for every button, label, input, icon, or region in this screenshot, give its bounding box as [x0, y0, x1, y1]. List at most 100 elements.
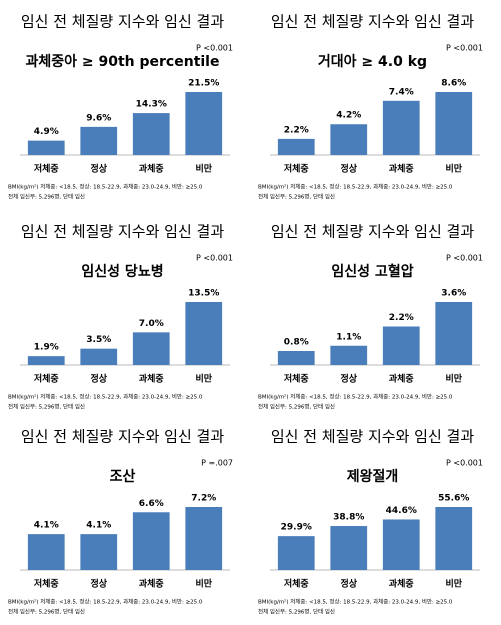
chart-subtitle: 조산	[110, 468, 136, 485]
bar	[80, 126, 118, 155]
category-label: 정상	[90, 578, 107, 590]
bar	[382, 326, 420, 365]
bar	[27, 534, 65, 570]
value-label: 1.1%	[336, 332, 361, 342]
value-label: 44.6%	[386, 506, 417, 516]
value-label: 4.1%	[34, 521, 59, 531]
footnote: BMI(kg/m²) 저체중: <18.5, 정상: 18.5-22.9, 과체…	[8, 393, 203, 401]
value-label: 7.2%	[191, 494, 216, 504]
p-value: P =.007	[201, 459, 233, 468]
category-label: 정상	[340, 373, 357, 385]
category-label: 과체중	[139, 373, 164, 385]
category-label: 저체중	[284, 578, 309, 590]
category-label: 정상	[340, 163, 357, 175]
bar	[435, 92, 473, 155]
footnote: 전체 임신부: 5,296명, 단태 임신	[8, 403, 85, 411]
category-label: 과체중	[389, 578, 414, 590]
value-label: 29.9%	[281, 523, 312, 533]
footnote: BMI(kg/m²) 저체중: <18.5, 정상: 18.5-22.9, 과체…	[8, 183, 203, 191]
category-label: 정상	[90, 163, 107, 175]
footnote: BMI(kg/m²) 저체중: <18.5, 정상: 18.5-22.9, 과체…	[258, 598, 453, 606]
chart-subtitle: 과체중아 ≥ 90th percentile	[26, 53, 220, 70]
footnote: 전체 임신부: 5,296명, 단태 임신	[258, 403, 335, 411]
category-label: 정상	[90, 373, 107, 385]
footnote: 전체 임신부: 5,296명, 단태 임신	[8, 193, 85, 201]
category-label: 저체중	[34, 373, 59, 385]
chart-subtitle: 제왕절개	[347, 469, 399, 485]
footnote: 전체 임신부: 5,296명, 단태 임신	[258, 608, 335, 616]
bar	[132, 113, 170, 155]
category-label: 비만	[445, 373, 462, 385]
value-label: 4.1%	[86, 521, 111, 531]
bar	[382, 100, 420, 155]
category-label: 저체중	[284, 163, 309, 175]
category-label: 과체중	[139, 163, 164, 175]
p-value: P <0.001	[446, 44, 483, 53]
p-value: P <0.001	[196, 44, 233, 53]
category-label: 비만	[195, 163, 212, 175]
value-label: 4.2%	[336, 111, 361, 121]
value-label: 7.0%	[139, 319, 164, 329]
category-label: 과체중	[139, 578, 164, 590]
category-label: 정상	[340, 578, 357, 590]
bar	[27, 356, 65, 365]
bar	[330, 345, 368, 365]
category-label: 비만	[445, 163, 462, 175]
p-value: P <0.001	[446, 459, 483, 468]
bar	[382, 519, 420, 570]
footnote: BMI(kg/m²) 저체중: <18.5, 정상: 18.5-22.9, 과체…	[258, 183, 453, 191]
category-label: 비만	[195, 373, 212, 385]
bar	[132, 332, 170, 365]
bar	[27, 140, 65, 155]
p-value: P <0.001	[446, 254, 483, 263]
bar	[277, 138, 315, 155]
value-label: 3.5%	[86, 335, 111, 345]
value-label: 14.3%	[136, 100, 167, 110]
value-label: 13.5%	[188, 289, 219, 299]
chart-subtitle: 임신성 당뇨병	[81, 263, 163, 280]
bar	[435, 507, 473, 570]
category-label: 저체중	[34, 578, 59, 590]
chart-subtitle: 임신성 고혈압	[331, 263, 413, 280]
bar	[277, 536, 315, 570]
bar	[185, 92, 223, 155]
bar	[330, 124, 368, 155]
footnote: 전체 임신부: 5,296명, 단태 임신	[258, 193, 335, 201]
value-label: 6.6%	[139, 499, 164, 509]
value-label: 21.5%	[188, 79, 219, 89]
p-value: P <0.001	[196, 254, 233, 263]
bar	[80, 348, 118, 365]
bar	[132, 512, 170, 570]
value-label: 2.2%	[389, 313, 414, 323]
chart-title: 임신 전 체질량 지수와 임신 결과	[21, 223, 224, 241]
value-label: 55.6%	[438, 494, 469, 504]
chart-title: 임신 전 체질량 지수와 임신 결과	[271, 223, 474, 241]
value-label: 9.6%	[86, 113, 111, 123]
footnote: 전체 임신부: 5,296명, 단태 임신	[8, 608, 85, 616]
bar	[185, 507, 223, 570]
bar	[435, 302, 473, 365]
category-label: 저체중	[34, 163, 59, 175]
chart-title: 임신 전 체질량 지수와 임신 결과	[21, 428, 224, 446]
chart-title: 임신 전 체질량 지수와 임신 결과	[271, 13, 474, 31]
value-label: 7.4%	[389, 87, 414, 97]
category-label: 과체중	[389, 163, 414, 175]
footnote: BMI(kg/m²) 저체중: <18.5, 정상: 18.5-22.9, 과체…	[258, 393, 453, 401]
chart-title: 임신 전 체질량 지수와 임신 결과	[271, 428, 474, 446]
value-label: 3.6%	[441, 289, 466, 299]
category-label: 비만	[195, 578, 212, 590]
value-label: 8.6%	[441, 79, 466, 89]
chart-title: 임신 전 체질량 지수와 임신 결과	[21, 13, 224, 31]
bar	[277, 351, 315, 365]
bar	[330, 526, 368, 570]
footnote: BMI(kg/m²) 저체중: <18.5, 정상: 18.5-22.9, 과체…	[8, 598, 203, 606]
category-label: 과체중	[389, 373, 414, 385]
category-label: 저체중	[284, 373, 309, 385]
